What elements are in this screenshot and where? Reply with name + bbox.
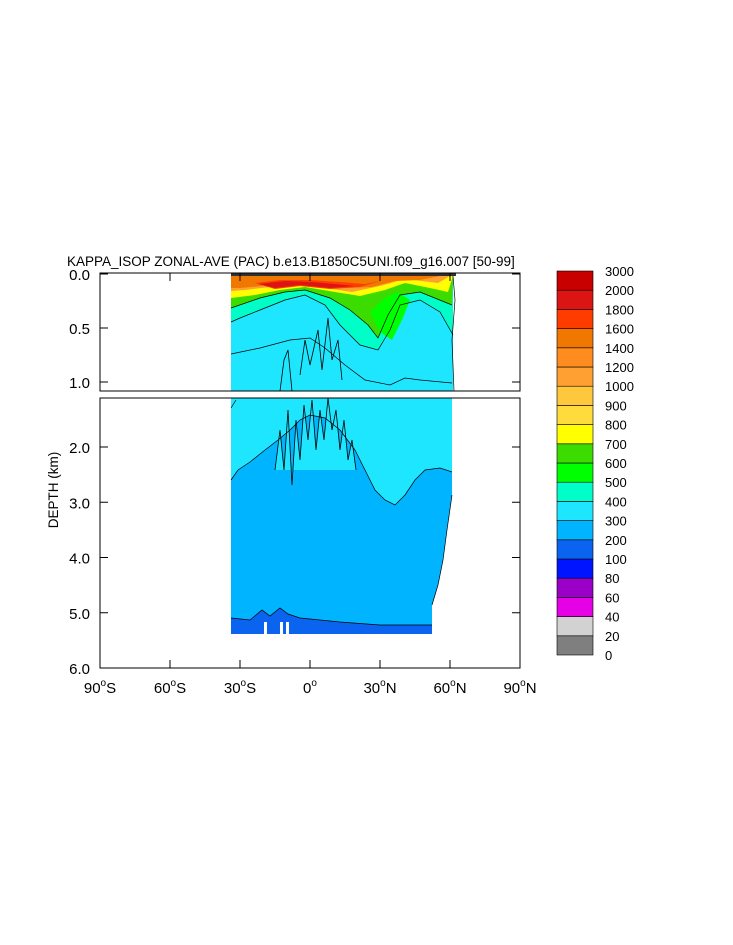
colorbar-label-18: 1800 — [605, 302, 634, 317]
colorbar-label-10: 600 — [605, 456, 627, 471]
y-tick-label-upper-1: 0.5 — [69, 321, 90, 338]
colorbar-swatch-1 — [556, 616, 594, 637]
contour-upper-6 — [451, 275, 456, 392]
colorbar-swatch-11 — [556, 424, 594, 445]
colorbar-swatch-15 — [556, 347, 594, 368]
field-400-spikes — [275, 398, 356, 485]
y-tick-label-lower-1: 3.0 — [69, 495, 90, 512]
lower-panel — [99, 397, 521, 669]
y-axis-ticks: 0.0 0.5 1.0 2.0 3.0 4.0 5.0 6.0 — [69, 267, 520, 678]
contour-upper-1 — [230, 294, 454, 351]
contour-upper-4 — [299, 317, 343, 381]
contour-lower-3 — [230, 399, 237, 409]
colorbar-swatch-18 — [556, 289, 594, 310]
y-tick-label-lower-4: 6.0 — [69, 661, 90, 678]
colorbar-swatch-6 — [556, 520, 594, 541]
colorbar-swatch-5 — [556, 539, 594, 560]
field-missing-gap-2 — [280, 622, 283, 634]
y-tick-label-upper-2: 1.0 — [69, 375, 90, 392]
contour-upper-5 — [279, 349, 293, 392]
x-tick-label-6: 90oN — [503, 678, 536, 697]
colorbar-label-3: 60 — [605, 590, 619, 605]
colorbar-label-13: 900 — [605, 398, 627, 413]
x-tick-label-1: 60oS — [154, 678, 186, 697]
contour-upper-3 — [230, 337, 453, 386]
colorbar-label-11: 700 — [605, 437, 627, 452]
colorbar-swatch-19 — [556, 270, 594, 291]
contour-lower-2 — [274, 397, 357, 486]
field-surface-strip — [231, 273, 456, 276]
colorbar-swatch-7 — [556, 501, 594, 521]
lower-panel-field — [230, 397, 453, 634]
field-missing-gap-1 — [264, 622, 267, 634]
colorbar-label-4: 80 — [605, 571, 619, 586]
colorbar-label-15: 1200 — [605, 360, 634, 375]
y-tick-label-lower-2: 4.0 — [69, 551, 90, 568]
contour-upper-2 — [230, 289, 453, 339]
y-tick-label-upper-0: 0.0 — [69, 267, 90, 284]
y-tick-label-lower-0: 2.0 — [69, 440, 90, 457]
contour-lower-5 — [230, 607, 432, 626]
colorbar-label-19: 2000 — [605, 283, 634, 298]
colorbar-swatch-16 — [556, 328, 594, 349]
x-tick-label-3: 0o — [303, 678, 317, 697]
y-tick-label-lower-3: 5.0 — [69, 606, 90, 623]
field-2000-3000-upper — [258, 281, 355, 288]
colorbar-swatch-17 — [556, 309, 594, 329]
colorbar-label-5: 100 — [605, 552, 627, 567]
x-axis-ticks: 90oS 60oS 30oS 0o 30oN 60oN 90oN — [84, 273, 537, 697]
contour-lower-1 — [230, 414, 453, 506]
colorbar-label-7: 300 — [605, 514, 627, 529]
colorbar-label-20: 3000 — [605, 264, 634, 279]
colorbar-label-8: 400 — [605, 494, 627, 509]
upper-panel-field — [230, 273, 456, 392]
colorbar-swatch-13 — [556, 385, 594, 406]
chart-title: KAPPA_ISOP ZONAL-AVE (PAC) b.e13.B1850C5… — [67, 254, 515, 269]
colorbar-swatch-0 — [556, 635, 594, 656]
y-axis-label: DEPTH (km) — [46, 452, 61, 529]
contour-lower-4 — [431, 494, 453, 606]
colorbar-label-2: 40 — [605, 610, 619, 625]
colorbar-swatch-12 — [556, 405, 594, 425]
colorbar-label-14: 1000 — [605, 379, 634, 394]
x-tick-label-0: 90oS — [84, 678, 116, 697]
field-400-500-lower — [231, 398, 452, 505]
colorbar-label-16: 1400 — [605, 341, 634, 356]
colorbar-swatch-2 — [556, 597, 594, 617]
colorbar: 0 20 40 60 80 100 200 300 400 500 600 700 800 900 1000… — [556, 264, 634, 663]
colorbar-label-12: 800 — [605, 418, 627, 433]
colorbar-swatch-8 — [556, 481, 594, 502]
colorbar-swatch-14 — [556, 366, 594, 387]
x-tick-label-4: 30oN — [363, 678, 396, 697]
colorbar-swatch-9 — [556, 462, 594, 483]
colorbar-label-9: 500 — [605, 475, 627, 490]
colorbar-swatch-3 — [556, 577, 594, 598]
colorbar-label-1: 20 — [605, 629, 619, 644]
upper-panel — [99, 272, 521, 392]
colorbar-label-0: 0 — [605, 648, 612, 663]
colorbar-swatch-10 — [556, 443, 594, 464]
field-700-800-upper — [370, 292, 410, 340]
colorbar-label-17: 1600 — [605, 322, 634, 337]
colorbar-swatch-4 — [556, 558, 594, 579]
x-tick-label-2: 30oS — [224, 678, 256, 697]
colorbar-label-6: 200 — [605, 533, 627, 548]
field-missing-gap-3 — [286, 622, 289, 634]
x-tick-label-5: 60oN — [433, 678, 466, 697]
